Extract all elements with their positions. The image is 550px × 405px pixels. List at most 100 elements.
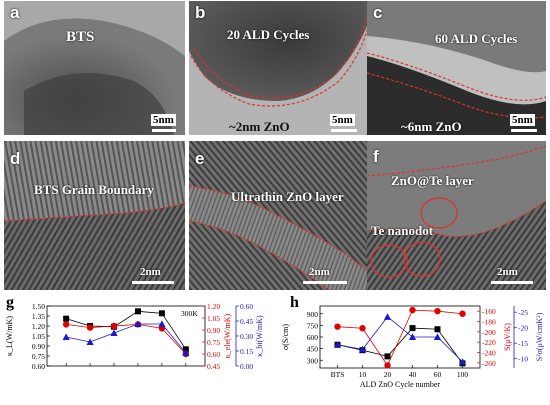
y-tick-label-left: 900 <box>307 310 319 319</box>
scale-bar-a-label: 5nm <box>151 114 176 126</box>
x-tick-label: 20 <box>384 370 392 379</box>
y-axis-label-right2: κ_bi(W/mK) <box>255 315 264 357</box>
scale-bar-b <box>331 129 357 132</box>
data-point-square <box>409 325 416 332</box>
scale-bar-d-label: 2nm <box>140 266 161 278</box>
data-point-square <box>384 353 391 360</box>
panel-e-title: Ultrathin ZnO layer <box>231 189 344 204</box>
tem-panel-f: f ZnO@Te layer Te nanodot 2nm <box>367 141 546 290</box>
panel-c-label: c <box>373 3 383 22</box>
te-nanodot-outline <box>420 197 458 229</box>
tem-image-b <box>189 1 369 135</box>
data-point-triangle <box>86 338 94 345</box>
panel-d-label: d <box>10 149 21 168</box>
y-tick-label-right1: 1.20 <box>207 302 220 311</box>
y-tick-label-left: 750 <box>307 321 319 330</box>
y-tick-label-right1: 0.60 <box>207 350 220 359</box>
data-point-square <box>434 326 441 333</box>
tem-panel-b: b 20 ALD Cycles ~2nm ZnO 5nm <box>189 1 369 135</box>
tem-panel-d: d BTS Grain Boundary 2nm <box>4 141 185 290</box>
y-tick-label-right2: -10 <box>518 355 528 364</box>
y-tick-label-right2: -20 <box>518 324 528 333</box>
data-point-circle <box>409 306 416 314</box>
series-line <box>337 309 463 367</box>
y-tick-label-right1: 0.90 <box>207 326 220 335</box>
y-axis-label-right2: S²σ(μW/cmK²) <box>535 312 544 361</box>
data-point-square <box>134 308 141 315</box>
data-point-square <box>158 310 165 317</box>
y-tick-label-right2: -15 <box>518 339 528 348</box>
y-tick-label-left: 1.35 <box>32 312 45 321</box>
panel-label: g <box>6 294 14 311</box>
panel-a-label: a <box>10 3 20 22</box>
x-tick-label: 10 <box>359 370 367 379</box>
scale-bar-c-label: 5nm <box>510 114 535 126</box>
y-tick-label-left: 0.60 <box>32 362 45 371</box>
data-point-circle <box>334 323 341 330</box>
x-tick-label: 40 <box>409 370 417 379</box>
y-tick-label-left: 300 <box>307 356 319 365</box>
tem-panel-c: c 60 ALD Cycles ~6nm ZnO 5nm <box>367 1 546 135</box>
y-tick-label-left: 600 <box>307 333 319 342</box>
x-tick-label: BTS <box>331 370 345 379</box>
scale-bar-d <box>132 281 174 284</box>
chart-h: h 300 450 600 750 900 -260-240 -220-200-180 -160… <box>281 294 544 389</box>
chart-annotation: 300K <box>181 309 198 318</box>
y-tick-label-right2: 0.45 <box>240 317 253 326</box>
panel-d-title: BTS Grain Boundary <box>34 182 154 197</box>
series-line <box>337 316 463 363</box>
tem-image-c <box>367 1 546 135</box>
data-point-circle <box>110 322 118 330</box>
data-point-triangle <box>110 329 118 336</box>
data-point-circle <box>459 310 466 317</box>
data-point-circle <box>384 362 391 369</box>
data-point-triangle <box>158 320 166 327</box>
y-tick-label-left: 1.50 <box>32 302 45 311</box>
scale-bar-f <box>491 281 533 284</box>
y-tick-label-right2: -25 <box>518 308 528 317</box>
series-line <box>337 327 463 364</box>
data-point-triangle <box>62 333 70 340</box>
panel-b-title: 20 ALD Cycles <box>227 27 310 42</box>
y-tick-label-right2: 0.00 <box>240 362 253 371</box>
y-tick-label-right1: 0.75 <box>207 338 220 347</box>
y-tick-label-right1: -220 <box>482 338 496 347</box>
tem-image-f <box>367 141 546 290</box>
data-point-circle <box>359 325 366 332</box>
data-point-triangle <box>182 349 190 356</box>
data-point-circle <box>62 321 70 328</box>
panel-f-title: ZnO@Te layer <box>391 173 474 188</box>
scale-bar-c <box>511 129 537 132</box>
y-tick-label-left: 1.20 <box>32 322 45 331</box>
te-nanodot-outline <box>370 244 408 278</box>
panel-label: h <box>290 294 299 311</box>
data-point-triangle <box>433 333 442 340</box>
data-point-square <box>63 315 70 322</box>
data-point-triangle <box>383 313 392 320</box>
panel-f-subtitle: Te nanodot <box>371 223 434 238</box>
y-tick-label-right1: 1.05 <box>207 314 220 323</box>
tem-image-d <box>4 141 185 290</box>
data-point-triangle <box>134 320 142 327</box>
series-line <box>66 323 187 355</box>
y-axis-label-left: σ(S/cm) <box>281 324 290 350</box>
y-tick-label-right1: -260 <box>482 359 496 368</box>
tem-panel-e: e Ultrathin ZnO layer 2nm <box>189 141 367 290</box>
y-axis-label-left: κ_L(W/mK) <box>5 316 14 356</box>
y-tick-label-right1: -240 <box>482 349 496 358</box>
scale-bar-f-label: 2nm <box>497 266 518 278</box>
y-axis-label-right1: S(μV/K) <box>503 323 512 351</box>
scale-bar-e <box>303 281 347 284</box>
y-tick-label-left: 450 <box>307 345 319 354</box>
y-tick-label-left: 0.90 <box>32 342 45 351</box>
data-point-triangle <box>458 358 467 365</box>
panel-c-title: 60 ALD Cycles <box>435 31 518 46</box>
y-tick-label-right1: -160 <box>482 307 496 316</box>
data-point-triangle <box>333 341 342 348</box>
tem-panel-a: a BTS 5nm <box>4 1 185 135</box>
series-line <box>66 323 187 354</box>
x-tick-label: 100 <box>457 370 469 379</box>
y-tick-label-right2: 0.60 <box>240 302 253 311</box>
y-tick-label-right2: 0.15 <box>240 347 253 356</box>
scale-bar-b-label: 5nm <box>330 114 355 126</box>
